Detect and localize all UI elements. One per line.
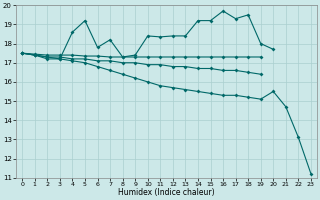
X-axis label: Humidex (Indice chaleur): Humidex (Indice chaleur) — [118, 188, 215, 197]
